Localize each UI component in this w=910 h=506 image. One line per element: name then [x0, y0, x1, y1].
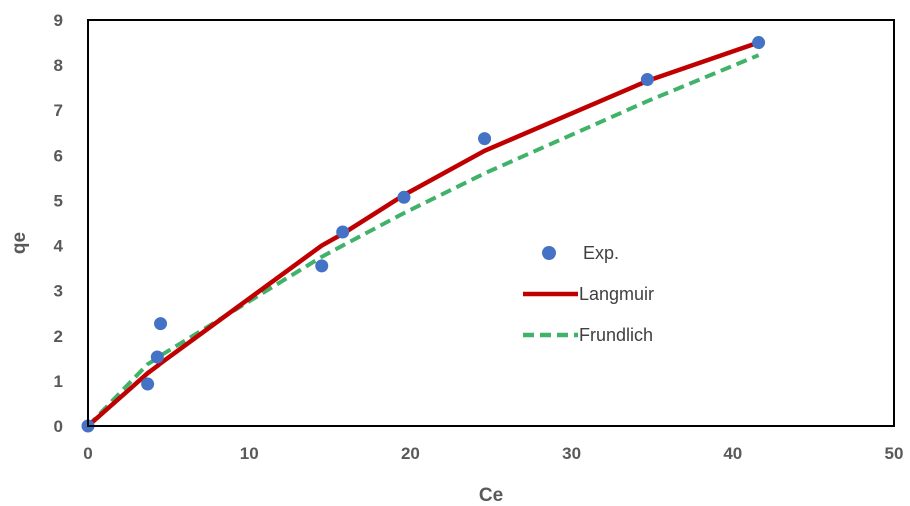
y-tick-label: 0 — [54, 417, 63, 436]
x-tick-label: 30 — [562, 444, 581, 463]
exp-point — [336, 225, 350, 239]
exp-point — [141, 377, 155, 391]
legend-label: Exp. — [583, 243, 619, 263]
y-tick-label: 6 — [54, 146, 63, 165]
exp-point — [752, 36, 766, 50]
legend-label: Frundlich — [579, 325, 653, 345]
y-tick-label: 4 — [54, 237, 64, 256]
y-tick-label: 5 — [54, 191, 63, 210]
y-tick-label: 1 — [54, 372, 63, 391]
x-tick-label: 10 — [240, 444, 259, 463]
plot-area-border — [87, 19, 895, 427]
x-axis-ticks: 0 10 20 30 40 50 — [83, 444, 903, 463]
exp-point — [315, 259, 329, 273]
exp-point — [478, 132, 492, 146]
x-tick-label: 50 — [885, 444, 904, 463]
y-tick-label: 9 — [54, 11, 63, 30]
y-tick-label: 7 — [54, 101, 63, 120]
y-tick-label: 2 — [54, 327, 63, 346]
legend-item-langmuir: Langmuir — [523, 284, 654, 304]
exp-point — [150, 350, 164, 364]
legend-item-frundlich: Frundlich — [523, 325, 653, 345]
langmuir-line — [86, 40, 760, 428]
exp-point — [154, 317, 168, 331]
legend-label: Langmuir — [579, 284, 654, 304]
legend: Exp. Langmuir Frundlich — [523, 243, 654, 345]
exp-point — [640, 73, 654, 87]
legend-item-exp: Exp. — [542, 243, 619, 263]
x-axis-title: Ce — [479, 485, 503, 506]
y-axis-title: qe — [9, 232, 30, 254]
y-tick-label: 3 — [54, 282, 63, 301]
x-tick-label: 40 — [723, 444, 742, 463]
legend-marker — [542, 246, 556, 260]
x-tick-label: 20 — [401, 444, 420, 463]
plot-layer — [81, 36, 766, 433]
y-axis-ticks: 0 1 2 3 4 5 6 7 8 9 — [54, 11, 64, 436]
x-tick-label: 0 — [83, 444, 92, 463]
exp-point — [397, 190, 411, 204]
y-tick-label: 8 — [54, 56, 63, 75]
